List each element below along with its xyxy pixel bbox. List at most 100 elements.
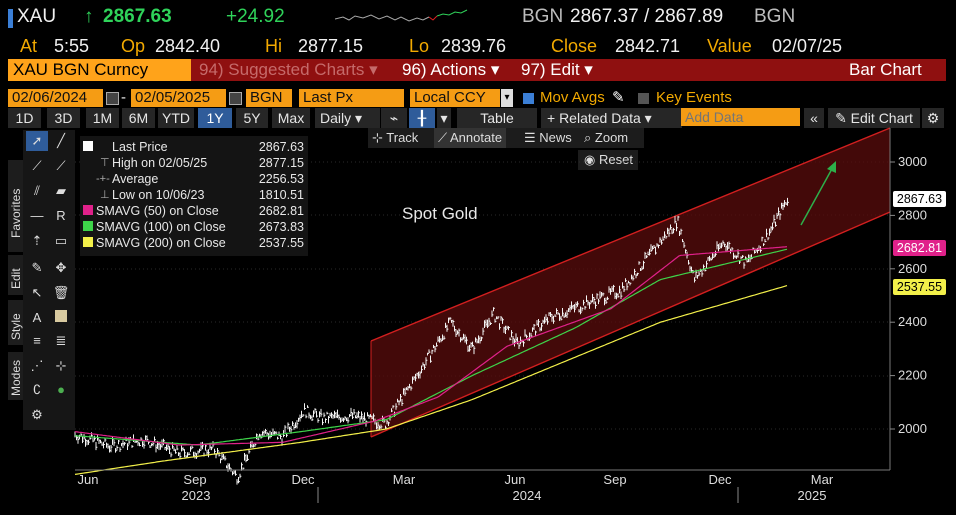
high-marker-icon: ⊤ — [100, 157, 110, 169]
start-date-calendar-icon[interactable] — [106, 89, 119, 107]
related-data-button[interactable]: + Related Data ▾ — [541, 108, 682, 128]
crosshair-mode-icon[interactable]: ⋰ — [30, 358, 44, 373]
x-tick-label: Sep — [603, 472, 626, 487]
collapse-icon[interactable]: « — [804, 108, 824, 128]
close-value: 2842.71 — [615, 36, 681, 56]
currency-dropdown-icon[interactable]: ▾ — [501, 89, 513, 107]
channel-tool-icon[interactable]: ⫽ — [34, 183, 40, 198]
range-1m[interactable]: 1M — [86, 108, 119, 128]
move-icon[interactable]: ✥ — [55, 260, 67, 275]
range-1d[interactable]: 1D — [8, 108, 41, 128]
menu-bar: XAU BGN Curncy 94) Suggested Charts ▾ 96… — [8, 59, 946, 81]
annotate-button[interactable]: ⟋ Annotate — [434, 128, 507, 148]
style-tab[interactable]: Style — [8, 300, 23, 345]
key-events-checkbox[interactable] — [638, 89, 653, 107]
source-right: BGN — [754, 6, 796, 27]
range-6m[interactable]: 6M — [122, 108, 155, 128]
x-tick-label: Mar — [811, 472, 834, 487]
line-width-icon[interactable]: ≡ — [33, 333, 41, 348]
trash-icon[interactable]: 🗑 — [52, 285, 70, 300]
actions-menu[interactable]: 96) Actions ▾ — [402, 60, 500, 79]
retracement-icon[interactable]: R — [56, 208, 66, 223]
range-max[interactable]: Max — [272, 108, 310, 128]
table-button[interactable]: Table — [457, 108, 537, 128]
spot-gold-annotation[interactable]: Spot Gold — [402, 204, 478, 223]
ray-tool-icon[interactable]: ⟋ — [56, 158, 66, 173]
line-style-icon[interactable]: ≣ — [55, 333, 67, 348]
snap-mode-icon[interactable]: ⊹ — [55, 358, 67, 373]
low-marker-icon: ⊥ — [100, 189, 110, 201]
period-dropdown[interactable]: Daily ▾ — [315, 108, 380, 128]
track-button[interactable]: ⊹ Track — [372, 130, 419, 145]
x-year-label: 2025 — [798, 488, 827, 503]
y-tick-label: 2400 — [898, 314, 927, 329]
up-arrow-icon: ↑ — [84, 6, 94, 27]
value-label: Value — [707, 36, 752, 56]
price-bars — [74, 197, 789, 485]
mov-avgs-label[interactable]: Mov Avgs — [540, 89, 605, 106]
range-5y[interactable]: 5Y — [236, 108, 268, 128]
select-arrow-icon[interactable]: ➚ — [26, 131, 48, 151]
range-1y[interactable]: 1Y — [198, 108, 232, 128]
low-label: Lo — [409, 36, 430, 56]
range-ytd[interactable]: YTD — [158, 108, 194, 128]
key-events-label[interactable]: Key Events — [656, 89, 732, 106]
magnet-icon[interactable]: ∁ — [32, 382, 42, 397]
end-date-calendar-icon[interactable] — [229, 89, 242, 107]
add-data-input[interactable] — [681, 108, 800, 126]
edit-tab[interactable]: Edit — [8, 255, 23, 295]
price-change: +24.92 — [226, 6, 285, 27]
tools-settings-icon[interactable]: ⚙ — [31, 407, 43, 422]
modes-tab[interactable]: Modes — [8, 352, 23, 400]
currency-selector[interactable]: Local CCY — [410, 89, 500, 107]
fill-color-icon[interactable] — [50, 308, 72, 328]
pricing-source-field[interactable]: BGN — [246, 89, 292, 107]
start-date-field[interactable]: 02/06/2024 — [8, 89, 103, 107]
high-value: 2877.15 — [298, 36, 364, 56]
open-label: Op — [121, 36, 146, 56]
zoom-button[interactable]: ⌕ Zoom — [584, 130, 629, 145]
news-button[interactable]: ☰ News — [524, 130, 572, 145]
value-date: 02/07/25 — [772, 36, 843, 56]
pencil-icon[interactable]: ✎ — [612, 89, 625, 106]
field-selector[interactable]: Last Px — [299, 89, 404, 107]
y-ticks: 3000 2800 2600 2400 2200 2000 — [890, 154, 927, 436]
y-tick-label: 2000 — [898, 421, 927, 436]
chart-legend[interactable]: Last Price 2867.63 ⊤ High on 02/05/25 28… — [80, 136, 308, 256]
sma200-price-tag: 2537.55 — [893, 279, 946, 295]
mov-avgs-checkbox[interactable] — [523, 89, 538, 107]
line-tool-icon[interactable]: ╱ — [57, 133, 65, 148]
parallel-channel-icon[interactable]: ▰ — [56, 183, 66, 198]
settings-gear-icon[interactable]: ⚙ — [922, 108, 944, 128]
range-3d[interactable]: 3D — [47, 108, 80, 128]
pointer-plus-icon[interactable]: ↖ — [31, 285, 43, 300]
text-style-icon[interactable]: A — [32, 310, 42, 325]
rectangle-icon[interactable]: ▭ — [54, 233, 68, 248]
x-tick-label: Jun — [505, 472, 526, 487]
color-palette-icon[interactable]: ● — [57, 382, 65, 397]
last-price: 2867.63 — [103, 6, 172, 27]
fibonacci-icon[interactable]: ⇡ — [31, 233, 43, 248]
horizontal-line-icon[interactable]: — — [30, 208, 44, 223]
end-date-field[interactable]: 02/05/2025 — [131, 89, 226, 107]
bar-chart-icon[interactable]: ╂ — [409, 108, 435, 128]
date-separator: - — [121, 89, 126, 106]
chart-type-label: Bar Chart — [849, 60, 922, 79]
brush-icon[interactable]: ✎ — [31, 260, 43, 275]
intraday-sparkline — [335, 9, 468, 22]
bid-ask: 2867.37 / 2867.89 — [570, 6, 724, 27]
trend-arrow-head — [827, 161, 836, 173]
trend-line-icon[interactable]: ⟋ — [32, 158, 42, 173]
reset-button[interactable]: ◉ Reset — [578, 150, 638, 170]
edit-chart-button[interactable]: ✎ Edit Chart — [828, 108, 920, 128]
favorites-tab[interactable]: Favorites — [8, 160, 23, 252]
quote-time: 5:55 — [54, 36, 90, 56]
sma50-line — [74, 246, 788, 446]
chart-type-dropdown-icon[interactable]: ▾ — [437, 108, 451, 128]
drawing-toolbox — [23, 130, 75, 430]
edit-menu[interactable]: 97) Edit ▾ — [521, 60, 593, 79]
security-field[interactable]: XAU BGN Curncy — [8, 59, 191, 81]
line-chart-icon[interactable]: ⌁ — [381, 108, 407, 128]
suggested-charts-menu[interactable]: 94) Suggested Charts ▾ — [199, 60, 378, 79]
